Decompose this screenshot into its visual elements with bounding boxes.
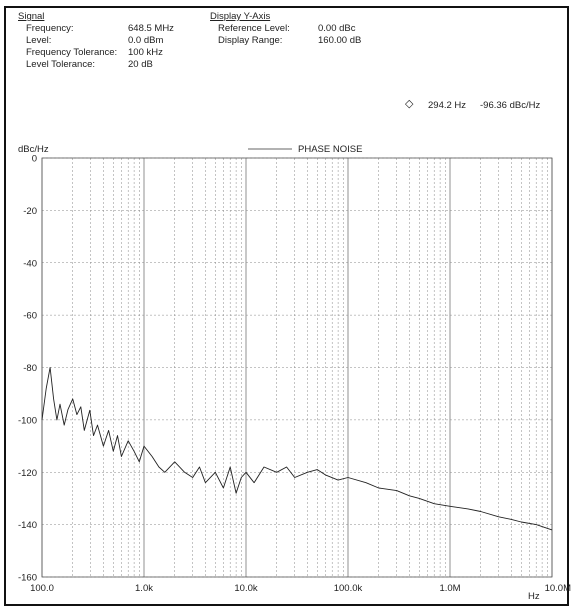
x-tick-label: 100.0k (334, 583, 363, 594)
y-tick-label: -80 (23, 363, 37, 374)
signal-level-tolerance-value: 20 dB (128, 59, 153, 70)
signal-frequency-label: Frequency: (26, 23, 74, 34)
signal-heading: Signal (18, 11, 45, 22)
signal-frequency-value: 648.5 MHz (128, 23, 174, 34)
x-tick-label: 100.0 (30, 583, 54, 594)
display-range-label: Display Range: (218, 35, 283, 46)
marker-diamond-icon: ◇ (405, 98, 414, 110)
chart-frame (4, 6, 569, 606)
plot-area-border (41, 157, 553, 578)
marker-level: -96.36 dBc/Hz (480, 100, 541, 111)
signal-level-tolerance-label: Level Tolerance: (26, 59, 96, 70)
x-axis-label: Hz (528, 591, 540, 602)
x-tick-label: 10.0k (234, 583, 257, 594)
display-range-value: 160.00 dB (318, 35, 362, 46)
y-tick-label: -100 (18, 415, 37, 426)
y-tick-label: -140 (18, 520, 37, 531)
signal-level-label: Level: (26, 35, 52, 46)
marker-frequency: 294.2 Hz (428, 100, 467, 111)
signal-freq-tolerance-label: Frequency Tolerance: (26, 47, 118, 58)
signal-freq-tolerance-value: 100 kHz (128, 47, 163, 58)
signal-level-value: 0.0 dBm (128, 35, 164, 46)
x-tick-label: 1.0M (439, 583, 460, 594)
x-tick-label: 1.0k (135, 583, 153, 594)
y-axis-label: dBc/Hz (18, 144, 49, 155)
x-tick-label: 10.0M (545, 583, 571, 594)
phase-noise-series-line (41, 367, 553, 531)
y-tick-label: -60 (23, 311, 37, 322)
y-tick-label: -20 (23, 206, 37, 217)
display-y-axis-heading: Display Y-Axis (210, 11, 271, 22)
reference-level-value: 0.00 dBc (318, 23, 356, 34)
y-tick-label: -120 (18, 468, 37, 479)
reference-level-label: Reference Level: (218, 23, 290, 34)
y-tick-label: -40 (23, 258, 37, 269)
y-tick-label: -160 (18, 573, 37, 584)
y-tick-label: 0 (32, 154, 37, 165)
legend-label: PHASE NOISE (298, 144, 362, 155)
